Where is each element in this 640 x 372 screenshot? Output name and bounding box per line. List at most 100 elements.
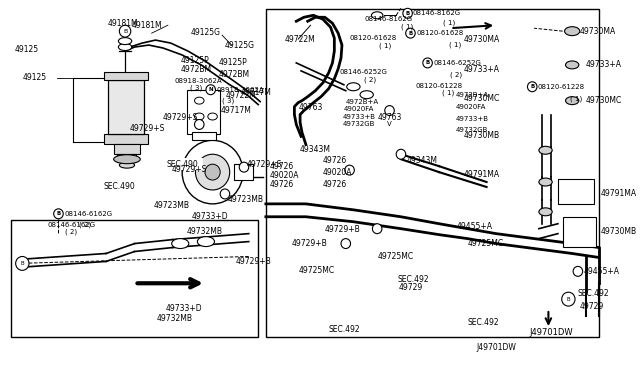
Text: 49729+S: 49729+S [172, 165, 207, 174]
Circle shape [195, 119, 204, 129]
Circle shape [396, 149, 406, 159]
Text: ( 2): ( 2) [364, 76, 376, 83]
Circle shape [195, 154, 230, 190]
Text: J49701DW: J49701DW [476, 343, 516, 352]
Text: 49729+B: 49729+B [292, 239, 327, 248]
Ellipse shape [208, 113, 218, 120]
Ellipse shape [566, 61, 579, 69]
Text: ( 2): ( 2) [65, 229, 77, 235]
Ellipse shape [195, 113, 204, 120]
Text: 08120-61628: 08120-61628 [416, 30, 463, 36]
Text: 49732MB: 49732MB [187, 227, 223, 236]
Text: 49730MC: 49730MC [586, 96, 621, 105]
Text: B: B [530, 84, 534, 89]
Ellipse shape [566, 97, 579, 105]
Text: 49732GB: 49732GB [456, 128, 488, 134]
Text: 49726: 49726 [323, 180, 347, 189]
Circle shape [562, 292, 575, 306]
Text: 49717M: 49717M [221, 106, 252, 115]
Ellipse shape [564, 27, 580, 36]
Bar [108, 80, 144, 134]
Text: 49729+B: 49729+B [325, 225, 360, 234]
Text: 49726: 49726 [269, 162, 294, 171]
Text: J49701DW: J49701DW [529, 328, 573, 337]
Circle shape [182, 140, 243, 204]
Text: 49455+A: 49455+A [457, 222, 493, 231]
Text: ( 2): ( 2) [451, 71, 463, 78]
Text: 49125P: 49125P [181, 56, 210, 65]
Circle shape [220, 189, 230, 199]
Text: 49763: 49763 [298, 103, 323, 112]
Text: 49732GB: 49732GB [342, 121, 374, 127]
Text: 49343M: 49343M [406, 156, 438, 165]
Text: 49730MA: 49730MA [580, 27, 616, 36]
Circle shape [423, 58, 433, 68]
Text: 49722M: 49722M [225, 91, 256, 100]
Text: 08146-8162G: 08146-8162G [412, 10, 461, 16]
Bar [104, 134, 148, 144]
Text: ( 1): ( 1) [379, 42, 391, 49]
Text: ( 1): ( 1) [442, 90, 454, 96]
Text: 49763: 49763 [378, 113, 403, 122]
Text: B: B [408, 31, 413, 36]
Text: ( 1): ( 1) [401, 23, 413, 30]
Text: 4972B+A: 4972B+A [346, 99, 378, 105]
Text: 49791MA: 49791MA [464, 170, 500, 179]
Text: 49729+S: 49729+S [129, 124, 164, 133]
Text: 49181M: 49181M [108, 19, 139, 28]
Text: 49125: 49125 [15, 45, 39, 54]
Circle shape [54, 209, 63, 219]
Ellipse shape [371, 12, 383, 19]
Ellipse shape [118, 44, 132, 51]
Text: 49717M: 49717M [241, 88, 272, 97]
Text: 49729: 49729 [580, 302, 604, 311]
Text: 49020FA: 49020FA [344, 106, 374, 112]
Circle shape [205, 164, 220, 180]
Text: ( 3): ( 3) [190, 85, 202, 92]
Text: 49733+B: 49733+B [342, 113, 375, 119]
Ellipse shape [119, 162, 134, 168]
Ellipse shape [539, 178, 552, 186]
Bar [118, 154, 136, 162]
Text: 08120-61228: 08120-61228 [538, 84, 585, 90]
Bar [163, 158, 203, 170]
Ellipse shape [118, 38, 132, 45]
Text: 49125: 49125 [22, 73, 47, 82]
Text: V: V [387, 122, 392, 128]
Text: SEC.492: SEC.492 [397, 275, 429, 283]
Circle shape [573, 266, 582, 276]
Text: 49729+B: 49729+B [236, 257, 271, 266]
Ellipse shape [539, 208, 552, 216]
Circle shape [403, 8, 412, 18]
Text: B: B [20, 261, 24, 266]
Circle shape [206, 85, 216, 95]
Text: B: B [566, 296, 570, 302]
Text: 49729+S: 49729+S [247, 160, 282, 169]
Text: ( 1): ( 1) [449, 42, 461, 48]
Text: 49730MB: 49730MB [464, 131, 500, 140]
Ellipse shape [539, 146, 552, 154]
Text: 4972BM: 4972BM [218, 70, 250, 79]
Circle shape [527, 82, 537, 92]
Text: 4972BM: 4972BM [181, 65, 212, 74]
Text: 08146-6162G: 08146-6162G [47, 222, 95, 228]
Text: B: B [56, 211, 61, 216]
Text: 49733+D: 49733+D [166, 304, 202, 313]
Text: 49791MA: 49791MA [601, 189, 637, 198]
Text: 49730MC: 49730MC [464, 94, 500, 103]
Circle shape [341, 238, 351, 248]
Circle shape [406, 28, 415, 38]
Circle shape [345, 165, 355, 175]
Text: 49125G: 49125G [190, 28, 220, 37]
Text: 08146-8162G: 08146-8162G [364, 16, 412, 22]
Text: 49730MB: 49730MB [601, 227, 637, 236]
Text: 49020A: 49020A [269, 171, 299, 180]
Text: 49726: 49726 [323, 156, 347, 165]
Ellipse shape [195, 97, 204, 104]
Text: N: N [209, 87, 213, 92]
Text: 49733+D: 49733+D [191, 212, 228, 221]
Text: SEC.492: SEC.492 [578, 289, 609, 298]
Text: 49020FA: 49020FA [456, 103, 486, 110]
Bar [234, 164, 253, 180]
Text: 49733+B: 49733+B [456, 116, 489, 122]
